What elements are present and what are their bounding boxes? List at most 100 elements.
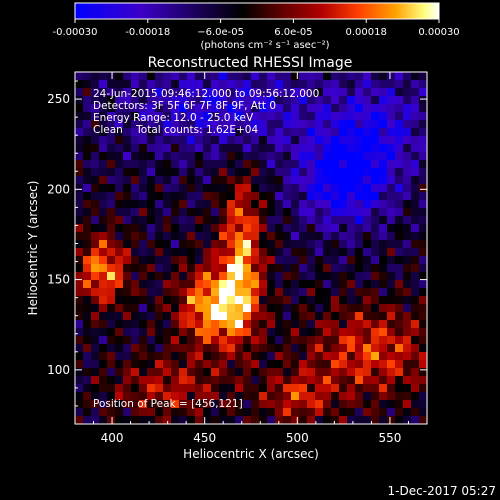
heatmap-cell [227,288,236,297]
heatmap-cell [139,344,148,353]
heatmap-cell [235,224,244,233]
heatmap-cell [147,128,156,137]
heatmap-cell [187,128,196,137]
heatmap-cell [115,272,124,281]
heatmap-cell [211,216,220,225]
colorbar-tick-label: 0.00030 [418,27,459,38]
heatmap-cell [107,160,116,169]
heatmap-cell [107,360,116,369]
heatmap-cell [155,368,164,377]
heatmap-cell [179,160,188,169]
heatmap-cell [323,120,332,129]
heatmap-cell [299,416,308,424]
heatmap-cell [203,360,212,369]
heatmap-cell [251,88,260,97]
heatmap-cell [315,392,324,401]
heatmap-cell [147,208,156,217]
heatmap-cell [107,192,116,201]
colorbar-tick-label: -0.00018 [125,27,170,38]
heatmap-cell [91,184,100,193]
heatmap-cell [299,120,308,129]
heatmap-cell [83,80,92,89]
heatmap-cell [83,216,92,225]
heatmap-cell [163,152,172,161]
heatmap-cell [275,232,284,241]
heatmap-cell [307,72,316,81]
heatmap-cell [187,304,196,313]
heatmap-cell [171,312,180,321]
heatmap-cell [203,136,212,145]
heatmap-cell [371,72,380,81]
heatmap-cell [227,176,236,185]
heatmap-cell [203,88,212,97]
heatmap-cell [115,296,124,305]
heatmap-cell [179,80,188,89]
heatmap-cell [395,256,404,265]
heatmap-cell [251,312,260,321]
heatmap-cell [347,224,356,233]
heatmap-cell [179,296,188,305]
heatmap-cell [139,144,148,153]
heatmap-cell [235,128,244,137]
heatmap-cell [299,152,308,161]
heatmap-cell [147,400,156,409]
heatmap-cell [163,144,172,153]
heatmap-cell [107,208,116,217]
heatmap-cell [283,80,292,89]
heatmap-cell [195,144,204,153]
heatmap-cell [155,232,164,241]
heatmap-cell [91,408,100,417]
heatmap-cell [147,416,156,424]
heatmap-cell [315,136,324,145]
heatmap-cell [419,120,427,129]
heatmap-cell [131,336,140,345]
heatmap-cell [251,184,260,193]
heatmap-cell [275,192,284,201]
heatmap-cell [299,328,308,337]
heatmap-cell [163,336,172,345]
heatmap-cell [339,352,348,361]
heatmap-cell [275,216,284,225]
heatmap-cell [227,264,236,273]
heatmap-cell [307,136,316,145]
heatmap-cell [259,280,268,289]
heatmap-cell [363,152,372,161]
heatmap-cell [315,304,324,313]
heatmap-cell [411,240,420,249]
heatmap-cell [243,112,252,121]
heatmap-cell [75,192,84,201]
heatmap-cell [283,240,292,249]
heatmap-cell [411,80,420,89]
chart-title: Reconstructed RHESSI Image [148,55,353,71]
heatmap-cell [419,208,427,217]
heatmap-cell [155,264,164,273]
heatmap-cell [387,144,396,153]
heatmap-cell [403,256,412,265]
heatmap-cell [355,200,364,209]
heatmap-cell [355,408,364,417]
heatmap-cell [411,248,420,257]
heatmap-cell [203,296,212,305]
heatmap-cell [123,208,132,217]
heatmap-cell [211,344,220,353]
heatmap-cell [203,368,212,377]
heatmap-cell [115,80,124,89]
heatmap-cell [83,384,92,393]
heatmap-cell [419,80,427,89]
heatmap-cell [315,168,324,177]
heatmap-cell [259,88,268,97]
heatmap-cell [75,120,84,129]
x-tick-label: 550 [378,431,401,445]
heatmap-cell [227,112,236,121]
heatmap-cell [259,344,268,353]
heatmap-cell [211,288,220,297]
heatmap-cell [323,352,332,361]
heatmap-cell [251,408,260,417]
heatmap-cell [291,192,300,201]
heatmap-cell [195,408,204,417]
heatmap-cell [115,112,124,121]
heatmap-cell [347,232,356,241]
heatmap-cell [171,200,180,209]
heatmap-cell [99,224,108,233]
heatmap-cell [235,168,244,177]
